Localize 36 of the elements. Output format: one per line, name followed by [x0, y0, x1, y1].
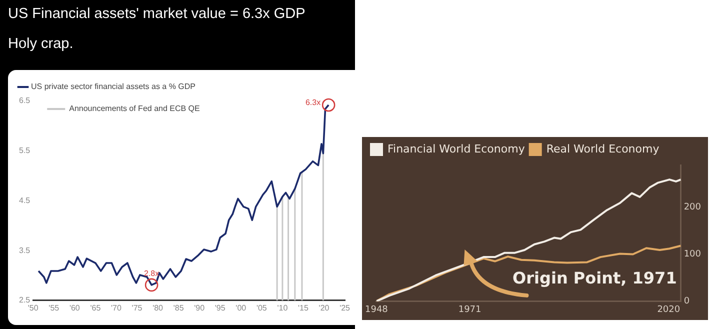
legend-label: Financial World Economy — [388, 142, 526, 156]
legend-label: US private sector financial assets as a % GDP — [31, 82, 196, 92]
annotation: 2.8x — [144, 269, 160, 278]
x-tick-label: '95 — [214, 303, 226, 312]
x-tick-label: '05 — [256, 303, 268, 312]
x-tick-label: '70 — [111, 303, 122, 312]
x-tick-label: 1971 — [458, 304, 482, 315]
annotation: Origin Point, 1971 — [512, 268, 677, 288]
x-tick-label: '90 — [194, 303, 206, 312]
x-tick-label: '80 — [152, 303, 164, 312]
y-tick-label: 100 — [684, 250, 702, 260]
x-tick-label: '25 — [340, 303, 351, 312]
y-tick-label: 2.5 — [18, 296, 31, 305]
x-tick-label: '50 — [28, 303, 39, 312]
x-tick-label: '85 — [173, 303, 184, 312]
x-tick-label: 2020 — [657, 304, 680, 315]
y-tick-label: 6.5 — [18, 96, 31, 106]
legend-label: Announcements of Fed and ECB QE — [69, 104, 200, 114]
chart-subtitle: Holy crap. — [8, 36, 74, 52]
y-tick-label: 5.5 — [18, 146, 31, 156]
x-tick-label: 1948 — [365, 304, 388, 315]
legend-label: Real World Economy — [546, 142, 660, 156]
x-tick-label: '60 — [69, 303, 80, 312]
x-tick-label: '10 — [277, 303, 288, 312]
chart-title: US Financial assets' market value = 6.3x GDP — [8, 6, 306, 22]
y-tick-label: 4.5 — [18, 196, 31, 205]
y-tick-label: 0 — [684, 296, 690, 307]
x-tick-label: '55 — [48, 303, 60, 312]
y-tick-label: 200 — [684, 202, 702, 213]
x-tick-label: '65 — [90, 303, 102, 312]
annotation: 6.3x — [305, 98, 321, 108]
x-tick-label: '20 — [318, 303, 330, 312]
y-tick-label: 3.5 — [18, 246, 31, 255]
x-tick-label: '00 — [236, 303, 247, 312]
x-tick-label: '75 — [132, 303, 143, 312]
x-tick-label: '15 — [298, 303, 309, 312]
